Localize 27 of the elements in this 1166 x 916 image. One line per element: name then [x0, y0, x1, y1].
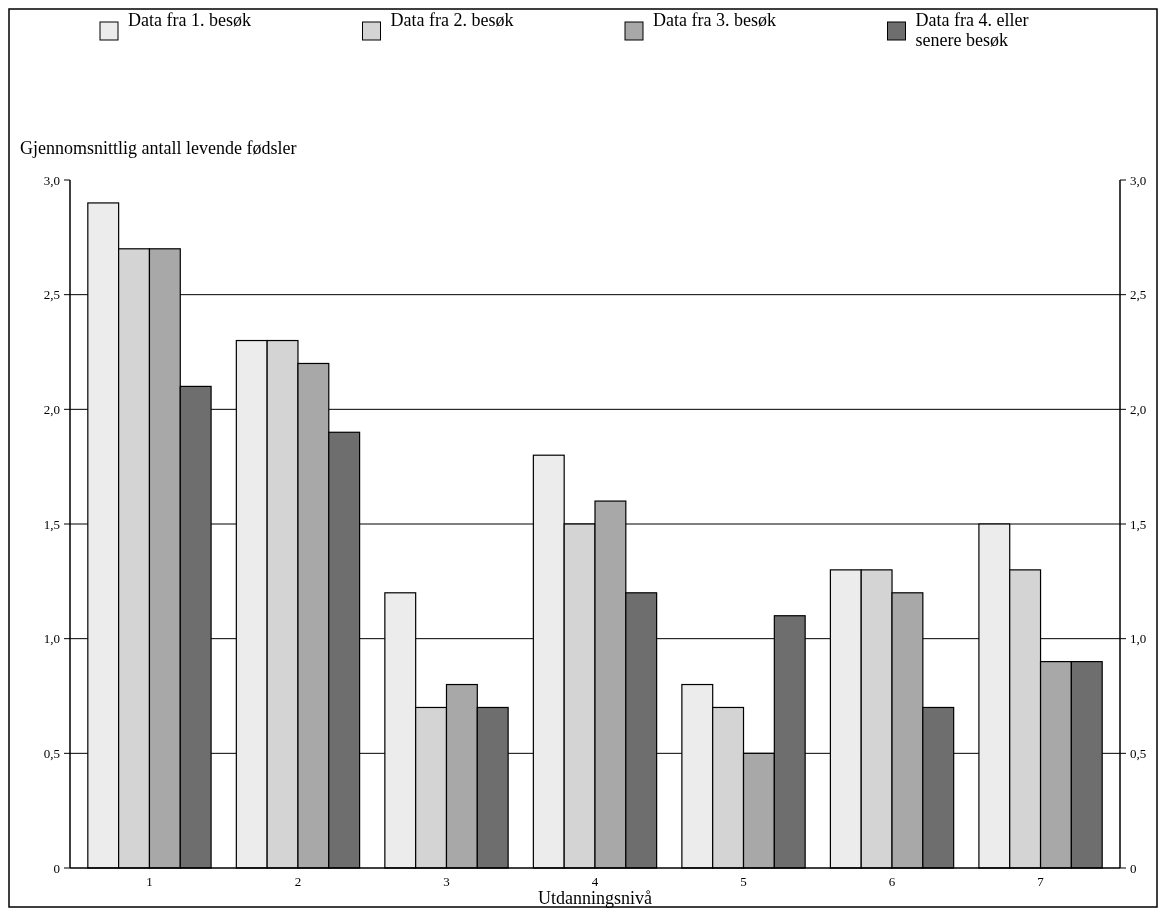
- y-tick-label: 2,0: [43, 401, 60, 417]
- x-tick-label: 2: [294, 874, 302, 889]
- y2-tick-label: 3,0: [1130, 172, 1147, 188]
- y-axis-title: Gjennomsnittlig antall levende fødsler: [20, 138, 297, 158]
- y-tick-label: 2,5: [43, 287, 60, 303]
- legend-label: Data fra 3. besøk: [653, 10, 776, 31]
- legend-label: Data fra 4. eller senere besøk: [915, 10, 1029, 51]
- y-tick-label: 1,5: [43, 516, 60, 532]
- legend-label: Data fra 2. besøk: [390, 10, 514, 31]
- y-tick-label: 0,5: [43, 745, 60, 761]
- y-tick-label: 3,0: [43, 172, 60, 188]
- y2-tick-label: 2,5: [1130, 287, 1147, 303]
- x-tick-label: 4: [591, 874, 599, 889]
- x-tick-label: 1: [146, 874, 153, 889]
- x-tick-label: 3: [443, 874, 450, 889]
- x-tick-label: 6: [888, 874, 896, 889]
- x-axis-title: Utdanningsnivå: [538, 888, 652, 908]
- y2-tick-label: 2,0: [1130, 401, 1147, 417]
- legend-label: Data fra 1. besøk: [128, 10, 251, 31]
- x-tick-label: 5: [740, 874, 747, 889]
- y2-tick-label: 1,5: [1130, 516, 1147, 532]
- y2-tick-label: 0: [1130, 860, 1137, 876]
- x-tick-label: 7: [1037, 874, 1045, 889]
- y2-tick-label: 1,0: [1130, 631, 1147, 647]
- y-tick-label: 0: [53, 860, 60, 876]
- y-tick-label: 1,0: [43, 631, 60, 647]
- y2-tick-label: 0,5: [1130, 745, 1147, 761]
